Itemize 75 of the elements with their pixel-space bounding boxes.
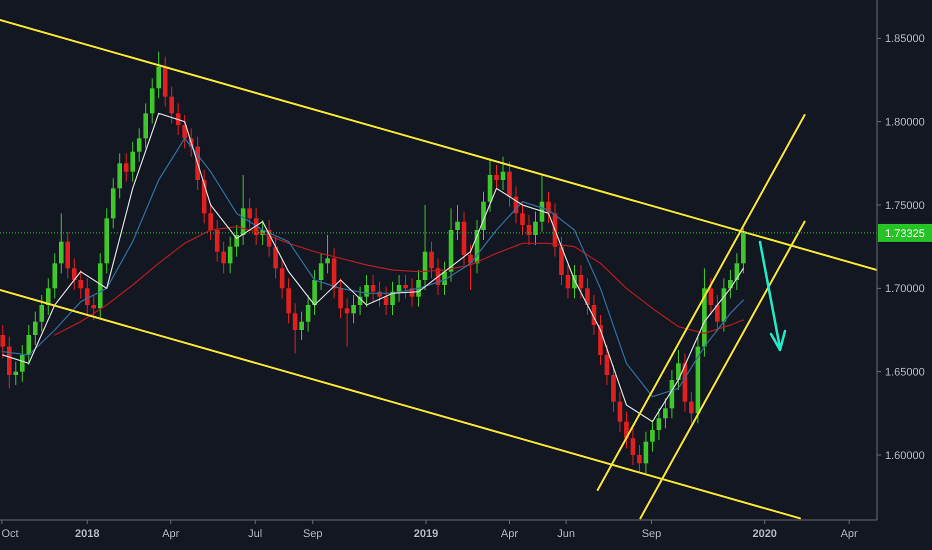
- x-tick-label: Jul: [248, 528, 262, 540]
- candlestick: [468, 244, 473, 290]
- candlestick: [39, 294, 44, 332]
- candlestick: [650, 420, 655, 452]
- candlestick: [228, 236, 232, 274]
- candlestick: [13, 361, 18, 386]
- candlestick: [429, 241, 434, 279]
- candlestick: [20, 344, 25, 382]
- x-tick-label: Jun: [557, 528, 575, 540]
- y-tick-label: 1.65000: [885, 366, 925, 379]
- candlestick: [247, 198, 252, 229]
- candlestick: [384, 286, 388, 316]
- candlestick: [396, 274, 402, 302]
- y-tick-label: 1.75000: [885, 200, 925, 212]
- candlestick: [708, 278, 714, 316]
- x-tick-label: Apr: [162, 528, 180, 540]
- line-series: [2, 112, 744, 422]
- candlestick: [663, 398, 668, 429]
- candlestick: [637, 444, 642, 474]
- candlestick: [403, 274, 408, 299]
- candlestick: [351, 294, 356, 324]
- candlestick: [494, 164, 499, 190]
- candlestick: [325, 234, 330, 274]
- x-tick-label: Apr: [840, 528, 858, 540]
- candlestick: [338, 278, 343, 319]
- candlestick: [578, 264, 584, 299]
- x-tick-label: 2018: [74, 528, 100, 540]
- candlestick: [292, 302, 298, 354]
- x-tick-label: 2020: [752, 528, 777, 540]
- candlestick: [604, 344, 610, 386]
- candlestick: [500, 156, 506, 190]
- candlestick: [344, 298, 350, 348]
- candlestick: [273, 236, 278, 279]
- candlestick: [455, 204, 460, 240]
- candlestick: [169, 86, 174, 124]
- y-tick-label: 1.80000: [885, 116, 925, 129]
- candlestick: [221, 241, 226, 274]
- candlestick: [124, 152, 129, 182]
- candlestick: [715, 294, 720, 332]
- candlestick: [306, 294, 310, 332]
- candlestick: [526, 214, 532, 246]
- x-tick-label: Oct: [1, 528, 19, 540]
- candlestick: [32, 311, 38, 346]
- ref-line-label: 1.73325: [885, 228, 925, 240]
- candlestick: [156, 51, 161, 99]
- candlestick: [318, 252, 324, 290]
- candlestick: [585, 278, 590, 316]
- candlestick: [299, 311, 304, 340]
- candlestick: [370, 274, 376, 302]
- y-tick-label: 1.60000: [885, 450, 925, 462]
- candlestick: [618, 391, 622, 432]
- candlestick: [630, 428, 636, 466]
- candlestick: [136, 128, 142, 162]
- candlestick: [566, 264, 570, 299]
- candlestick: [91, 294, 96, 320]
- candlestick: [26, 324, 32, 366]
- x-tick-label: Sep: [302, 528, 323, 540]
- candlestick: [280, 258, 284, 299]
- candlestick: [78, 270, 84, 299]
- candlestick: [689, 391, 694, 424]
- candlestick: [214, 220, 220, 262]
- y-tick-label: 1.70000: [885, 283, 925, 296]
- candlestick: [0, 324, 6, 359]
- x-tick-label: 2019: [414, 528, 438, 540]
- candlestick: [656, 408, 662, 440]
- candlestick: [208, 202, 213, 240]
- candlestick: [644, 431, 648, 474]
- x-tick-label: Apr: [500, 528, 518, 540]
- candlestick: [540, 174, 544, 232]
- candlestick: [130, 141, 136, 182]
- y-tick-label: 1.85000: [885, 33, 925, 46]
- candlestick: [520, 202, 525, 236]
- x-tick-label: Sep: [642, 528, 662, 540]
- candlestick: [58, 212, 64, 274]
- candlestick: [533, 211, 538, 246]
